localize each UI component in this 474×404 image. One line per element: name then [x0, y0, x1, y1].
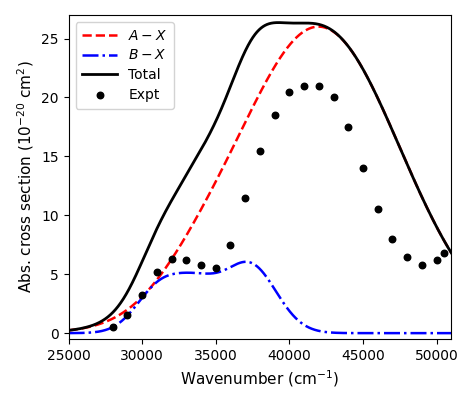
Total [132, 275, 138, 280]
Expt [256, 147, 264, 154]
$A - X$ [66, 328, 72, 333]
Expt [241, 194, 249, 201]
Line: Total: Total [69, 23, 451, 330]
Expt [182, 257, 190, 263]
Expt [433, 257, 440, 263]
$B - X$ [132, 305, 138, 309]
Total [400, 152, 405, 156]
$B - X$ [229, 264, 235, 269]
Expt [109, 324, 117, 330]
$A - X$ [212, 180, 218, 185]
Total [66, 328, 72, 333]
$B - X$ [441, 331, 447, 336]
Total [448, 250, 454, 255]
Total [212, 120, 218, 125]
$A - X$ [316, 24, 321, 29]
Expt [389, 236, 396, 242]
$A - X$ [109, 316, 115, 321]
Line: $B - X$: $B - X$ [69, 262, 451, 333]
Expt [168, 256, 175, 262]
$B - X$ [243, 259, 249, 264]
$B - X$ [66, 331, 72, 336]
Expt [359, 165, 367, 171]
Expt [227, 242, 234, 248]
Expt [440, 250, 447, 256]
Expt [403, 253, 411, 260]
Expt [418, 261, 426, 268]
X-axis label: Wavenumber (cm$^{-1}$): Wavenumber (cm$^{-1}$) [180, 368, 339, 389]
Total [441, 238, 447, 243]
Expt [345, 124, 352, 130]
Expt [315, 82, 323, 89]
$A - X$ [229, 147, 235, 152]
Expt [271, 112, 278, 118]
$B - X$ [212, 271, 218, 276]
$B - X$ [109, 325, 115, 330]
Total [229, 80, 235, 85]
$A - X$ [441, 238, 447, 243]
Expt [124, 312, 131, 319]
Expt [138, 292, 146, 299]
Expt [374, 206, 382, 213]
Y-axis label: Abs. cross section (10$^{-20}$ cm$^2$): Abs. cross section (10$^{-20}$ cm$^2$) [15, 61, 36, 293]
$B - X$ [400, 331, 405, 336]
Expt [212, 265, 219, 271]
Total [109, 311, 115, 316]
$B - X$ [448, 331, 454, 336]
$A - X$ [132, 301, 138, 306]
$A - X$ [400, 152, 405, 156]
Expt [301, 82, 308, 89]
Line: $A - X$: $A - X$ [69, 27, 451, 330]
Expt [285, 88, 293, 95]
Expt [153, 269, 161, 275]
Total [275, 20, 281, 25]
Expt [330, 94, 337, 101]
Legend: $A - X$, $B - X$, Total, Expt: $A - X$, $B - X$, Total, Expt [75, 22, 174, 109]
$A - X$ [448, 250, 454, 255]
Expt [197, 261, 205, 268]
